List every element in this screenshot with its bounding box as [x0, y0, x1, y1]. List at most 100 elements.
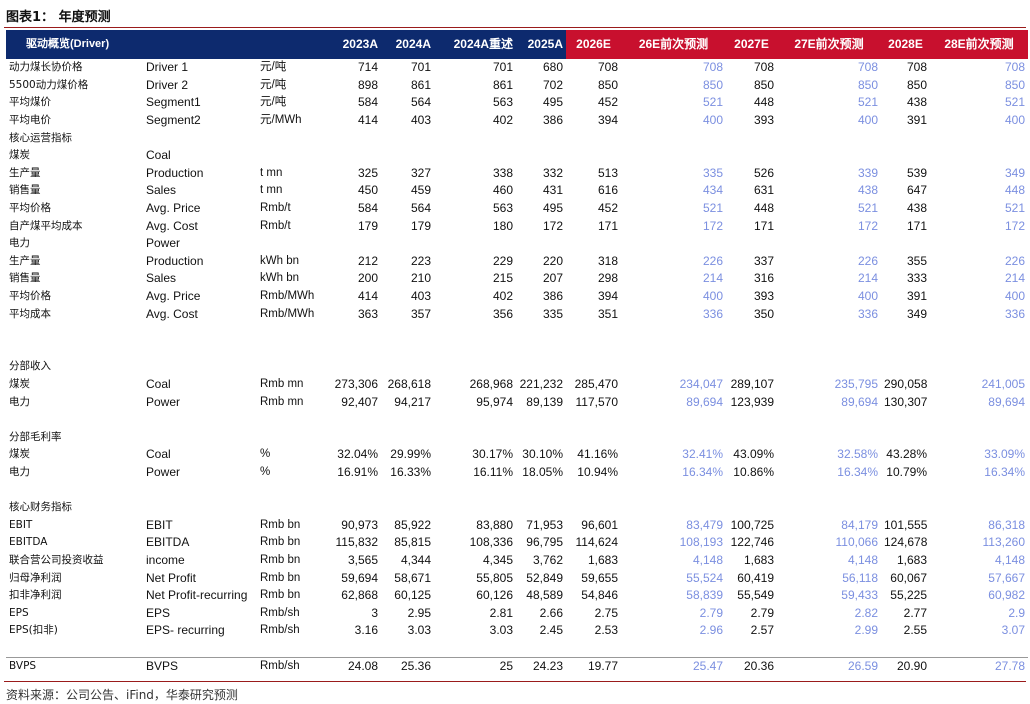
cell-value: 4,148	[847, 552, 878, 567]
cell-value	[566, 499, 621, 517]
table-row	[6, 640, 1028, 658]
cell-value	[726, 341, 777, 359]
table-row: 生产量 Production t mn 325 327 338 332 513 335 526 33…	[6, 165, 1028, 183]
row-label-en	[143, 129, 257, 147]
row-label-en: Driver 2	[146, 77, 189, 92]
header-7: 2027E	[726, 30, 777, 59]
cell-value: 393	[753, 289, 774, 304]
cell-value: 273,306	[334, 376, 378, 391]
cell-value: 55,549	[737, 588, 774, 603]
cell-value: 110,066	[835, 535, 879, 550]
cell-value: 85,815	[394, 535, 431, 550]
cell-value	[777, 358, 881, 376]
cell-value: 221,232	[519, 376, 563, 391]
cell-value	[621, 428, 726, 446]
cell-value: 403	[410, 289, 431, 304]
cell-value: 708	[753, 60, 774, 75]
table-row: 生产量 Production kWh bn 212 223 229 220 318 226 337…	[6, 253, 1028, 271]
cell-value	[329, 147, 381, 165]
cell-value: 521	[702, 201, 723, 216]
cell-value: 1,683	[743, 552, 774, 567]
cell-value: 85,922	[394, 517, 431, 532]
cell-value: 26.59	[777, 657, 881, 676]
table-row	[6, 341, 1028, 359]
cell-value	[329, 323, 381, 341]
row-label-en: Avg. Cost	[146, 306, 198, 321]
cell-value: 1,683	[587, 552, 618, 567]
cell-value: 179	[410, 218, 431, 233]
row-label-cn: 动力煤长协价格	[9, 61, 83, 74]
cell-value: 223	[410, 253, 431, 268]
cell-value	[329, 235, 381, 253]
cell-value: 289,107	[730, 376, 774, 391]
cell-value: 108,336	[469, 535, 513, 550]
row-label-en: Avg. Price	[146, 289, 201, 304]
cell-value: 55,225	[890, 588, 927, 603]
cell-value: 3	[371, 605, 378, 620]
row-unit: Rmb bn	[260, 589, 301, 602]
row-label-en: Avg. Price	[146, 201, 201, 216]
cell-value: 10.86%	[733, 464, 774, 479]
cell-value	[434, 411, 516, 429]
cell-value: 32.04%	[337, 447, 378, 462]
row-unit: Rmb mn	[260, 377, 304, 390]
cell-value: 448	[753, 95, 774, 110]
cell-value: 16.34%	[837, 464, 878, 479]
header-6: 26E前次预测	[621, 30, 726, 59]
row-label-cn: 分部毛利率	[9, 430, 62, 443]
row-label-cn: 平均价格	[9, 202, 51, 215]
cell-value	[329, 640, 381, 658]
cell-value: 114,624	[575, 535, 619, 550]
cell-value: 3.07	[1001, 623, 1025, 638]
cell-value	[930, 129, 1028, 147]
cell-value	[726, 358, 777, 376]
table-row: 归母净利润 Net Profit Rmb bn 59,694 58,671 55,805 5…	[6, 569, 1028, 587]
cell-value: 521	[1004, 201, 1025, 216]
cell-value	[930, 640, 1028, 658]
cell-value	[621, 341, 726, 359]
cell-value: 414	[357, 289, 378, 304]
cell-value: 290,058	[884, 376, 928, 391]
cell-value: 563	[492, 201, 513, 216]
cell-value: 316	[753, 271, 774, 286]
cell-value: 336	[857, 306, 878, 321]
row-label-cn	[6, 481, 143, 499]
row-label-cn: 销售量	[9, 272, 41, 285]
cell-value: 564	[410, 201, 431, 216]
cell-value: 25.36	[381, 657, 434, 676]
cell-value: 41.16%	[577, 447, 618, 462]
row-label-en	[143, 640, 257, 658]
cell-value	[566, 428, 621, 446]
cell-value: 52,849	[526, 570, 563, 585]
cell-value: 117,570	[575, 394, 619, 409]
row-unit: 元/MWh	[260, 114, 302, 127]
cell-value: 335	[702, 165, 723, 180]
cell-value: 357	[410, 306, 431, 321]
cell-value	[329, 499, 381, 517]
cell-value: 332	[542, 165, 563, 180]
cell-value: 349	[906, 306, 927, 321]
table-row: 平均价格 Avg. Price Rmb/MWh 414 403 402 386 394 400 3…	[6, 288, 1028, 306]
cell-value: 327	[410, 165, 431, 180]
cell-value: 171	[597, 218, 618, 233]
cell-value: 113,260	[982, 535, 1026, 550]
cell-value: 84,179	[841, 517, 878, 532]
table-row: 核心财务指标	[6, 499, 1028, 517]
row-unit: Rmb bn	[260, 571, 301, 584]
row-label-en: Sales	[146, 271, 177, 286]
row-label-cn	[6, 341, 143, 359]
header-3: 2024A重述	[434, 30, 516, 59]
cell-value	[434, 481, 516, 499]
table-row: 平均成本 Avg. Cost Rmb/MWh 363 357 356 335 351 336 35…	[6, 305, 1028, 323]
cell-value: 448	[1004, 183, 1025, 198]
table-row: EBITDA EBITDA Rmb bn 115,832 85,815 108,336 96…	[6, 534, 1028, 552]
cell-value	[777, 129, 881, 147]
cell-value	[777, 235, 881, 253]
row-unit	[257, 481, 329, 499]
row-unit: t mn	[260, 166, 283, 179]
cell-value	[516, 411, 566, 429]
cell-value: 100,725	[730, 517, 774, 532]
cell-value: 285,470	[574, 376, 618, 391]
table-row: 平均电价 Segment2 元/MWh 414 403 402 386 394 400 393 40…	[6, 112, 1028, 130]
cell-value: 438	[906, 95, 927, 110]
